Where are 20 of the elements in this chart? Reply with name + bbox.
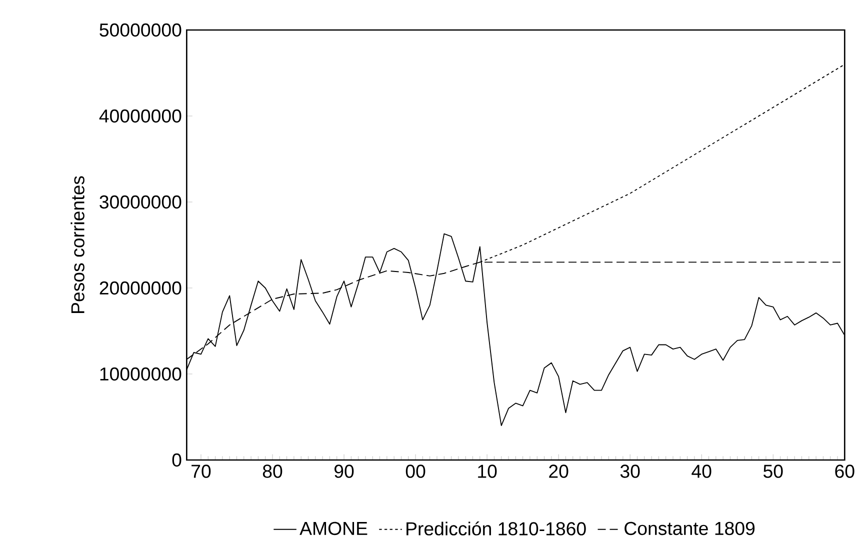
y-tick-label: 50000000 (100, 23, 182, 37)
y-tick-label: 20000000 (100, 281, 182, 295)
legend-label: Constante 1809 (624, 522, 755, 536)
x-tick-label: 90 (334, 464, 354, 478)
x-tick-label: 20 (549, 464, 568, 478)
y-tick-label: 30000000 (100, 195, 182, 209)
legend-label: Predicción 1810-1860 (406, 521, 586, 536)
x-tick-label: 70 (192, 464, 211, 478)
y-tick-label: 40000000 (99, 109, 182, 123)
x-tick-label: 00 (406, 464, 426, 478)
legend-label: AMONE (300, 522, 368, 536)
x-tick-label: 80 (262, 464, 282, 478)
y-tick-label: 0 (172, 453, 182, 467)
x-tick-label: 30 (620, 464, 640, 478)
x-tick-label: 60 (835, 464, 854, 478)
x-tick-label: 10 (478, 464, 497, 478)
y-tick-label: 10000000 (100, 367, 182, 381)
x-tick-label: 50 (764, 464, 783, 478)
y-axis-title: Pesos corrientes (70, 176, 84, 313)
x-tick-label: 40 (692, 464, 712, 478)
